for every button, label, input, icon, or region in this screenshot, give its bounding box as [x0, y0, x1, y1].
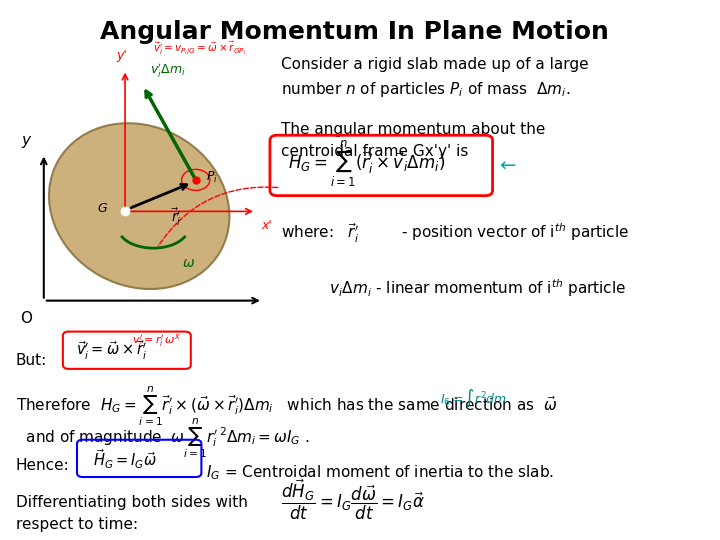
Text: $\leftarrow$: $\leftarrow$	[496, 154, 517, 174]
Text: Differentiating both sides with
respect to time:: Differentiating both sides with respect …	[16, 495, 248, 532]
Text: and of magnitude  $\omega\sum_{i=1}^{n} r_i'^{\,2}\Delta m_i = \omega I_G$ .: and of magnitude $\omega\sum_{i=1}^{n} r…	[16, 416, 310, 460]
Text: $P_i$: $P_i$	[207, 170, 218, 185]
Text: $\dfrac{d\vec{H}_G}{dt} = I_G\dfrac{d\vec{\omega}}{dt} = I_G\vec{\alpha}$: $\dfrac{d\vec{H}_G}{dt} = I_G\dfrac{d\ve…	[281, 478, 424, 523]
FancyArrowPatch shape	[158, 187, 278, 246]
Text: Therefore  $H_G = \sum_{i=1}^{n}\vec{r}_i' \times (\vec{\omega}\times\vec{r}_i'): Therefore $H_G = \sum_{i=1}^{n}\vec{r}_i…	[16, 384, 557, 428]
Text: where:   $\vec{r}_i'$         - position vector of i$^{th}$ particle

          : where: $\vec{r}_i'$ - position vector of…	[281, 222, 629, 299]
Text: y': y'	[116, 49, 127, 62]
Text: Consider a rigid slab made up of a large
number $n$ of particles $P_i$ of mass  : Consider a rigid slab made up of a large…	[281, 57, 588, 99]
Text: The angular momentum about the
centroidal frame Gx'y' is: The angular momentum about the centroida…	[281, 122, 545, 159]
Text: G: G	[98, 202, 107, 215]
Text: $\vec{v}_i' = v_{P_i/G} = \vec{\omega}\times\vec{r}_{GP_i}$: $\vec{v}_i' = v_{P_i/G} = \vec{\omega}\t…	[153, 39, 247, 57]
Ellipse shape	[49, 123, 230, 289]
Text: $H_G = \sum_{i=1}^{n}(\vec{r}_i' \times \vec{v}_i\Delta m_i)$: $H_G = \sum_{i=1}^{n}(\vec{r}_i' \times …	[287, 139, 445, 189]
Text: $\vec{v}_i' = \vec{\omega}\times\vec{r}_i'$: $\vec{v}_i' = \vec{\omega}\times\vec{r}_…	[76, 339, 147, 362]
Text: Angular Momentum In Plane Motion: Angular Momentum In Plane Motion	[100, 20, 609, 44]
Text: $I_6 = \int r^2 dm$: $I_6 = \int r^2 dm$	[439, 387, 507, 409]
Text: $\omega$: $\omega$	[182, 256, 195, 270]
Text: But:: But:	[16, 353, 47, 368]
Text: O: O	[20, 311, 32, 326]
Text: $\vec{r}_i'$: $\vec{r}_i'$	[171, 206, 181, 228]
Text: $\vec{H}_G = I_G\vec{\omega}$: $\vec{H}_G = I_G\vec{\omega}$	[94, 447, 157, 471]
Text: $I_G$ = Centroidal moment of inertia to the slab.: $I_G$ = Centroidal moment of inertia to …	[207, 463, 554, 482]
Text: $v_i' = r_i'\,\omega^x$: $v_i' = r_i'\,\omega^x$	[132, 332, 181, 349]
Text: x': x'	[261, 219, 272, 232]
Text: y: y	[22, 133, 31, 148]
Text: Hence:: Hence:	[16, 458, 69, 473]
Text: $v_i'\Delta m_i$: $v_i'\Delta m_i$	[150, 62, 186, 80]
